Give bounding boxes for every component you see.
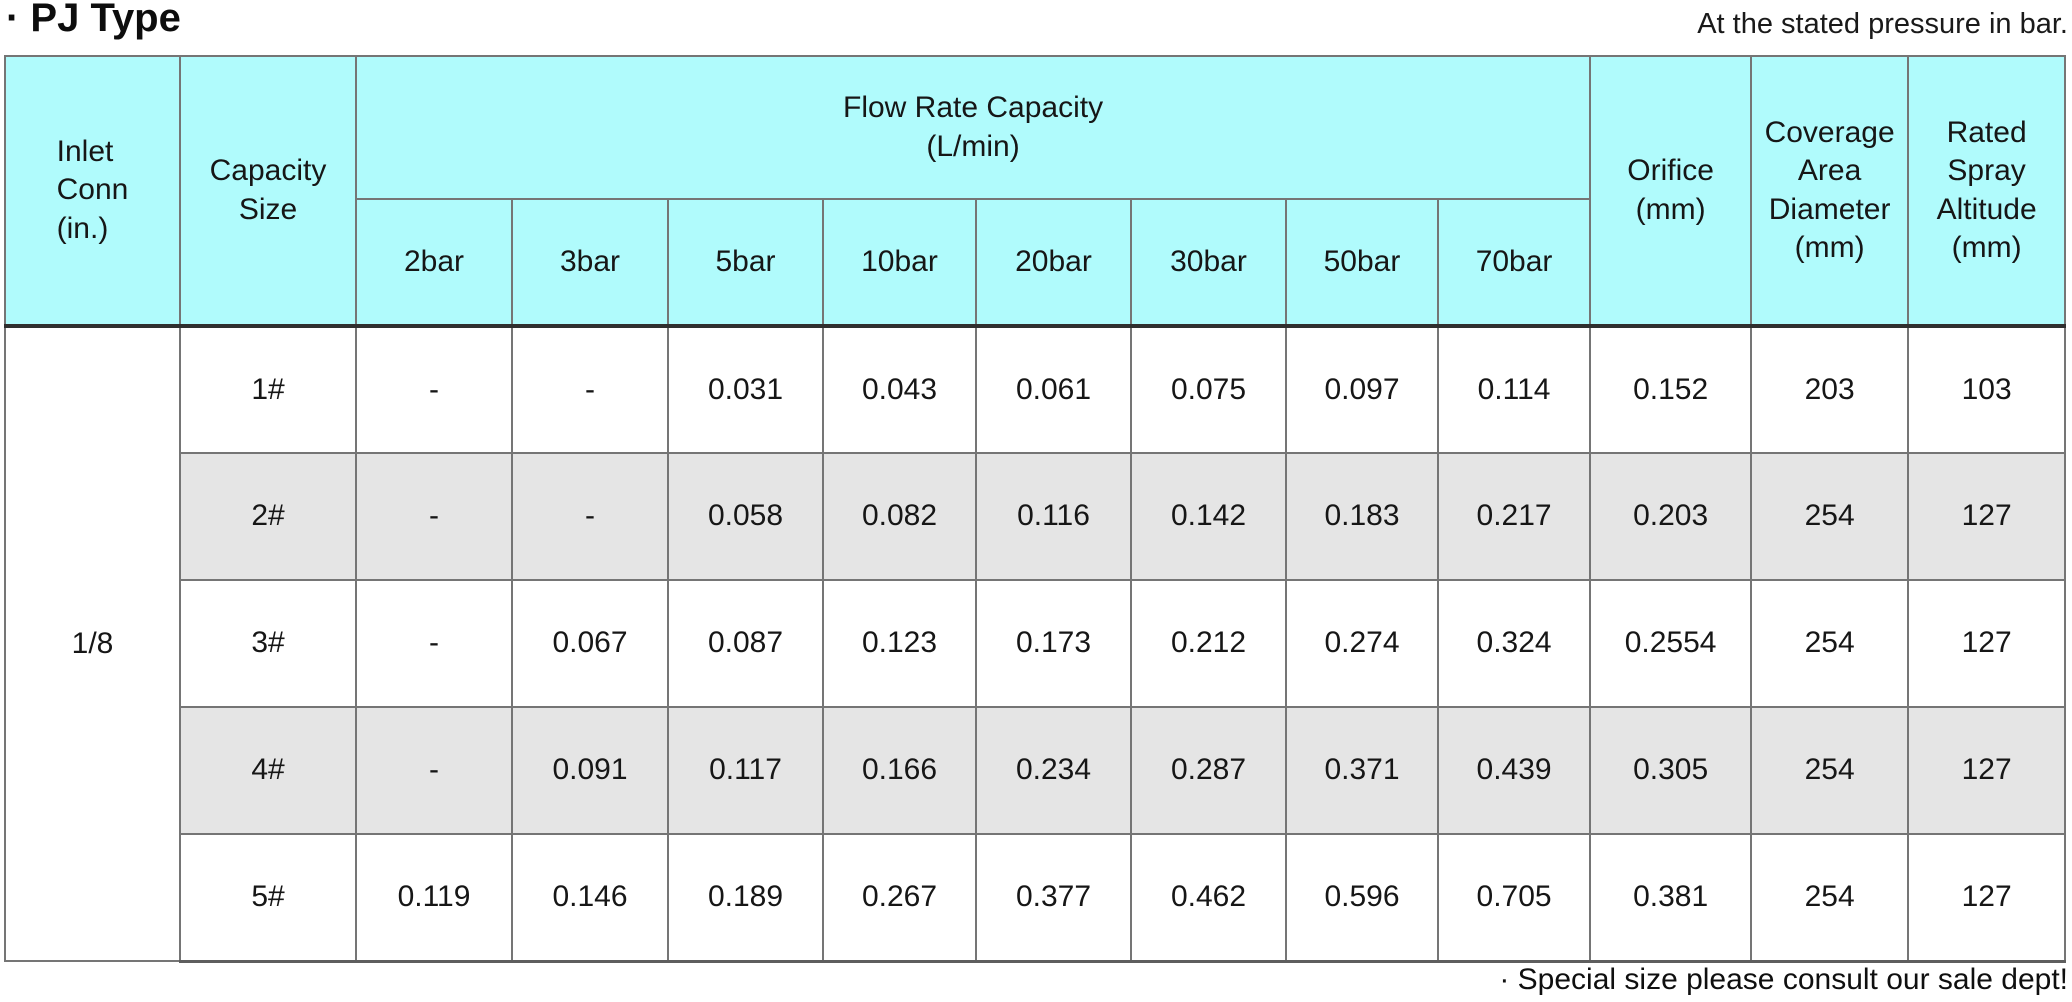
table-cell: 127 [1907, 706, 2067, 835]
table-cell: 0.087 [667, 579, 824, 708]
header-pressure-70bar: 70bar [1436, 198, 1592, 327]
header-capacity-size: Capacity Size [179, 55, 357, 327]
table-cell: 0.462 [1130, 833, 1287, 963]
table-cell: 0.116 [975, 452, 1132, 581]
table-cell: - [355, 706, 513, 835]
table-cell: 0.043 [822, 324, 977, 454]
table-cell: 0.439 [1436, 706, 1592, 835]
header-pressure-20bar: 20bar [975, 198, 1132, 327]
table-cell: 0.031 [667, 324, 824, 454]
table-cell: - [355, 324, 513, 454]
table-cell: 103 [1907, 324, 2067, 454]
table-cell: 0.2554 [1589, 579, 1753, 708]
table-row: 1/8 1# - - 0.031 0.043 0.061 0.075 0.097… [4, 324, 2067, 962]
table-cell: 0.114 [1436, 324, 1592, 454]
table-cell: 0.189 [667, 833, 824, 963]
header-inlet-conn: Inlet Conn (in.) [4, 55, 181, 327]
header-pressure-2bar: 2bar [355, 198, 513, 327]
pj-type-spec-table: Inlet Conn (in.) Capacity Size Flow Rate… [4, 55, 2067, 963]
table-cell: 0.119 [355, 833, 513, 963]
table-cell: 0.061 [975, 324, 1132, 454]
capacity-size-cell: 3# [179, 579, 357, 708]
table-cell: - [511, 452, 669, 581]
header-rated-spray-altitude: Rated Spray Altitude (mm) [1907, 55, 2067, 327]
table-cell: 0.371 [1285, 706, 1439, 835]
table-cell: 127 [1907, 833, 2067, 963]
header-pressure-3bar: 3bar [511, 198, 669, 327]
capacity-size-cell: 4# [179, 706, 357, 835]
table-cell: - [355, 452, 513, 581]
table-cell: 0.212 [1130, 579, 1287, 708]
table-cell: 0.596 [1285, 833, 1439, 963]
table-cell: 0.117 [667, 706, 824, 835]
table-cell: 254 [1750, 833, 1910, 963]
table-cell: - [511, 324, 669, 454]
capacity-size-cell: 5# [179, 833, 357, 963]
table-cell: 0.217 [1436, 452, 1592, 581]
table-cell: 254 [1750, 579, 1910, 708]
table-cell: 0.146 [511, 833, 669, 963]
table-cell: 254 [1750, 706, 1910, 835]
table-cell: 0.091 [511, 706, 669, 835]
header-pressure-10bar: 10bar [822, 198, 977, 327]
table-cell: 0.287 [1130, 706, 1287, 835]
table-cell: 0.173 [975, 579, 1132, 708]
table-cell: 0.152 [1589, 324, 1753, 454]
table-cell: 0.142 [1130, 452, 1287, 581]
table-row: 5# 0.119 0.146 0.189 0.267 0.377 0.462 0… [5, 833, 2067, 963]
header-pressure-30bar: 30bar [1130, 198, 1287, 327]
table-cell: 0.234 [975, 706, 1132, 835]
table-cell: 0.166 [822, 706, 977, 835]
inlet-conn-value: 1/8 [4, 324, 181, 962]
header-inlet-conn-label: Inlet Conn (in.) [56, 134, 129, 245]
pressure-note: At the stated pressure in bar. [1697, 8, 2068, 40]
table-cell: 0.305 [1589, 706, 1753, 835]
table-cell: 0.381 [1589, 833, 1753, 963]
header-pressure-5bar: 5bar [667, 198, 824, 327]
table-cell: 0.324 [1436, 579, 1592, 708]
table-cell: 254 [1750, 452, 1910, 581]
header-flow-rate-capacity: Flow Rate Capacity (L/min) [354, 55, 1592, 200]
table-cell: 0.705 [1436, 833, 1592, 963]
table-cell: 0.183 [1285, 452, 1439, 581]
page-title: · PJ Type [6, 0, 181, 40]
header-pressure-50bar: 50bar [1285, 198, 1439, 327]
table-cell: 127 [1907, 579, 2067, 708]
table-cell: 0.274 [1285, 579, 1439, 708]
table-row: 4# - 0.091 0.117 0.166 0.234 0.287 0.371… [5, 706, 2067, 835]
table-cell: 0.082 [822, 452, 977, 581]
table-cell: 0.123 [822, 579, 977, 708]
table-cell: 0.267 [822, 833, 977, 963]
table-cell: 0.377 [975, 833, 1132, 963]
header-coverage-area-diameter: Coverage Area Diameter (mm) [1750, 55, 1910, 327]
capacity-size-cell: 2# [179, 452, 357, 581]
table-row: 2# - - 0.058 0.082 0.116 0.142 0.183 0.2… [5, 452, 2067, 581]
table-cell: 203 [1750, 324, 1910, 454]
header-orifice: Orifice (mm) [1589, 55, 1753, 327]
table-cell: 0.203 [1589, 452, 1753, 581]
table-cell: - [355, 579, 513, 708]
table-cell: 127 [1907, 452, 2067, 581]
capacity-size-cell: 1# [179, 324, 357, 454]
table-row: 3# - 0.067 0.087 0.123 0.173 0.212 0.274… [5, 579, 2067, 708]
table-cell: 0.097 [1285, 324, 1439, 454]
table-cell: 0.075 [1130, 324, 1287, 454]
table-cell: 0.058 [667, 452, 824, 581]
special-size-note: · Special size please consult our sale d… [1499, 963, 2068, 996]
table-cell: 0.067 [511, 579, 669, 708]
